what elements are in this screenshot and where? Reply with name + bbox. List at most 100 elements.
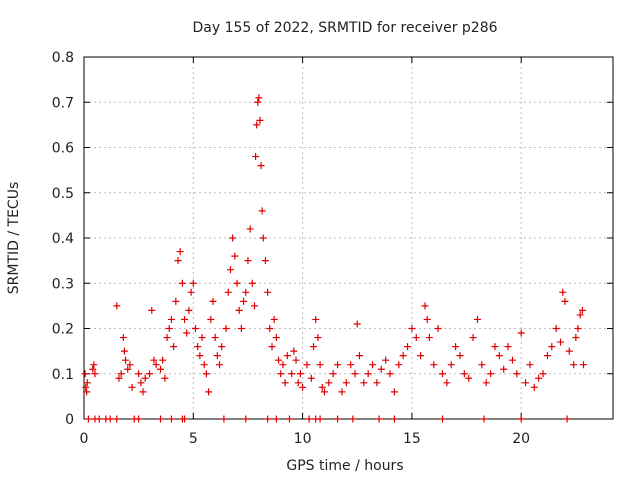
data-point (122, 356, 130, 364)
data-point (198, 334, 206, 342)
data-point (334, 415, 342, 423)
data-point (579, 361, 587, 369)
data-point (264, 288, 272, 296)
data-point (266, 325, 274, 332)
y-tick-label: 0.1 (52, 367, 74, 383)
data-point (557, 338, 565, 346)
data-point (281, 379, 289, 387)
data-point (196, 352, 204, 360)
data-point (277, 370, 285, 378)
data-point (163, 334, 171, 342)
data-point (89, 365, 97, 373)
data-point (83, 388, 91, 396)
data-point (373, 379, 381, 387)
data-point (117, 370, 125, 378)
data-point (526, 361, 534, 369)
data-point (275, 356, 283, 364)
data-point (303, 361, 311, 369)
data-point (559, 288, 567, 296)
data-point (508, 356, 516, 364)
data-point (272, 415, 280, 423)
data-point (257, 162, 265, 170)
data-point (369, 361, 377, 369)
x-tick-label: 0 (80, 431, 89, 447)
data-point (191, 325, 199, 332)
data-point (283, 352, 291, 360)
data-point (390, 388, 398, 396)
y-tick-label: 0.7 (52, 95, 74, 111)
data-point (576, 311, 584, 319)
data-point (504, 343, 512, 351)
data-point (578, 306, 586, 314)
data-point (561, 297, 569, 305)
data-point (487, 370, 495, 378)
data-point (456, 352, 464, 360)
data-points (81, 94, 587, 423)
data-point (141, 374, 149, 382)
data-point (113, 302, 121, 310)
data-point (500, 365, 508, 373)
data-point (258, 207, 266, 215)
data-point (231, 252, 239, 260)
y-tick-label: 0 (65, 412, 74, 428)
data-point (255, 94, 263, 102)
data-point (181, 315, 189, 323)
data-point (161, 374, 169, 382)
data-point (202, 370, 210, 378)
data-point (548, 343, 556, 351)
data-point (251, 302, 259, 310)
y-tick-label: 0.6 (52, 141, 74, 157)
data-point (495, 352, 503, 360)
x-tick-label: 20 (512, 431, 530, 447)
data-point (189, 279, 197, 287)
data-point (137, 379, 145, 387)
ticks (83, 56, 613, 420)
data-point (148, 306, 156, 314)
data-point (216, 361, 224, 369)
data-point (355, 352, 363, 360)
data-point (438, 415, 446, 423)
data-point (318, 383, 326, 391)
data-point (535, 374, 543, 382)
data-point (222, 325, 230, 332)
data-point (90, 361, 98, 369)
data-point (517, 329, 525, 337)
data-point (256, 116, 264, 124)
data-point (364, 370, 372, 378)
data-point (82, 383, 90, 391)
data-point (128, 383, 136, 391)
data-point (320, 388, 328, 396)
data-point (244, 257, 252, 265)
data-point (157, 415, 165, 423)
data-point (157, 365, 165, 373)
data-point (314, 334, 322, 342)
data-point (430, 361, 438, 369)
data-point (465, 374, 473, 382)
data-point (305, 415, 313, 423)
x-tick-label: 15 (403, 431, 421, 447)
data-point (353, 320, 361, 328)
data-point (421, 302, 429, 310)
data-point (252, 153, 260, 161)
data-point (178, 279, 186, 287)
data-point (185, 306, 193, 314)
data-point (224, 288, 232, 296)
data-point (513, 370, 521, 378)
data-point (205, 388, 213, 396)
data-point (172, 297, 180, 305)
data-point (226, 266, 234, 274)
data-point (310, 343, 318, 351)
data-point (119, 334, 127, 342)
data-point (95, 415, 103, 423)
data-point (539, 370, 547, 378)
data-point (360, 379, 368, 387)
data-point (279, 361, 287, 369)
data-point (240, 297, 248, 305)
data-point (259, 234, 267, 242)
data-point (211, 334, 219, 342)
data-point (187, 288, 195, 296)
data-point (334, 361, 342, 369)
data-point (261, 257, 269, 265)
data-point (412, 334, 420, 342)
data-point (270, 315, 278, 323)
